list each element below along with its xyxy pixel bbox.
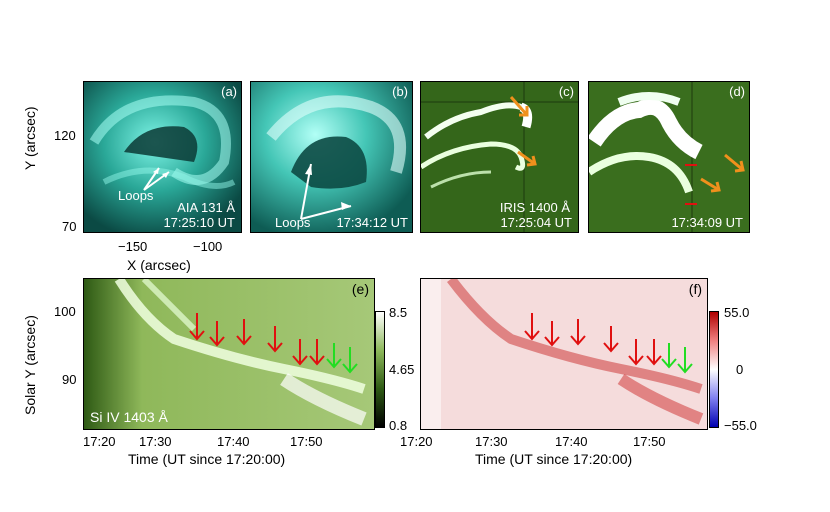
x-tick-label: 17:20: [83, 434, 116, 449]
timestamp: 17:34:09 UT: [671, 215, 743, 230]
timestamp: 17:25:10 UT: [163, 215, 235, 230]
y-axis-label: Solar Y (arcsec): [22, 315, 38, 415]
x-tick-label: 17:20: [400, 434, 433, 449]
colorbar-tick: −55.0: [724, 418, 757, 433]
panel-tag: (e): [351, 281, 369, 297]
colorbar-tick: 0: [736, 362, 744, 377]
x-tick-label: −150: [118, 239, 148, 254]
x-tick-label: 17:50: [290, 434, 323, 449]
colorbar-f: [709, 311, 719, 428]
doppler-velocity-map: [421, 279, 707, 429]
y-tick-label: 120: [54, 128, 76, 143]
x-axis-label: X (arcsec): [127, 257, 191, 273]
panel-f-doppler-timeslice: (f): [420, 278, 708, 430]
panel-tag: (b): [392, 84, 408, 99]
x-tick-label: 17:40: [217, 434, 250, 449]
colorbar-tick: 8.5: [389, 305, 408, 320]
x-axis-label: Time (UT since 17:20:00): [475, 451, 633, 467]
y-axis-label: Y (arcsec): [22, 106, 38, 170]
green-arrows: [326, 343, 358, 374]
panel-tag: (c): [558, 84, 574, 99]
aia131-image: [251, 82, 412, 232]
orange-arrow: [509, 96, 537, 167]
panel-tag: (f): [688, 281, 702, 297]
colorbar-tick: 55.0: [724, 305, 750, 320]
panel-tag: (d): [729, 84, 745, 99]
colorbar-tick: 0.8: [389, 418, 408, 433]
aia131-image: [84, 82, 241, 232]
instrument-label: IRIS 1400 Å: [499, 200, 570, 215]
loops-label: Loops: [275, 215, 311, 230]
colorbar-e: [375, 311, 385, 428]
green-arrows: [661, 343, 693, 374]
timestamp: 17:25:04 UT: [500, 215, 572, 230]
x-tick-label: 17:30: [475, 434, 508, 449]
iris1400-image: [421, 82, 578, 232]
y-tick-label: 70: [62, 219, 77, 234]
panel-c-iris1400: (c) IRIS 1400 Å 17:25:04 UT: [420, 81, 579, 233]
line-label: Si IV 1403 Å: [90, 409, 168, 425]
x-tick-label: 17:30: [139, 434, 172, 449]
panel-a-aia131: (a) Loops AIA 131 Å 17:25:10 UT: [83, 81, 242, 233]
x-tick-label: 17:40: [555, 434, 588, 449]
iris1400-image: [589, 82, 749, 232]
red-arrows: [189, 313, 325, 366]
panel-d-iris1400: (d) 17:34:09 UT: [588, 81, 750, 233]
x-tick-label: −100: [193, 239, 223, 254]
timestamp: 17:34:12 UT: [336, 215, 408, 230]
x-axis-label: Time (UT since 17:20:00): [128, 451, 286, 467]
si-iv-intensity-map: [84, 279, 374, 429]
red-arrows: [524, 313, 662, 366]
colorbar-tick: 4.65: [389, 362, 415, 377]
orange-arrow: [700, 153, 745, 193]
x-tick-label: 17:50: [633, 434, 666, 449]
panel-b-aia131: (b) Loops 17:34:12 UT: [250, 81, 413, 233]
y-tick-label: 100: [54, 304, 76, 319]
red-marker: [685, 164, 697, 205]
loops-label: Loops: [118, 188, 154, 203]
instrument-label: AIA 131 Å: [177, 200, 235, 215]
y-tick-label: 90: [62, 372, 77, 387]
panel-tag: (a): [221, 84, 237, 99]
panel-e-si-iv-timeslice: (e) Si IV 1403 Å: [83, 278, 375, 430]
